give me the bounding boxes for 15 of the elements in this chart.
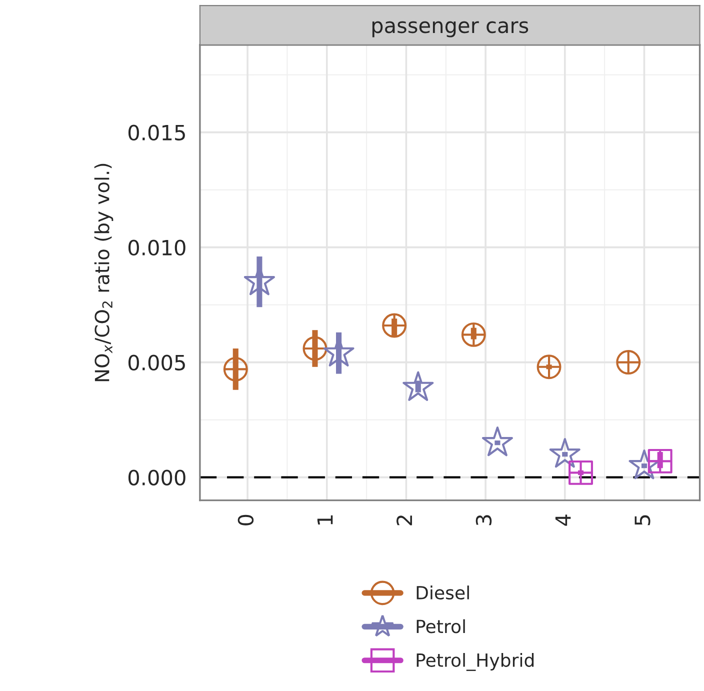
x-tick-label: 1: [317, 515, 333, 524]
chart-title: passenger cars: [372, 21, 528, 38]
y-tick-label: 0.010: [128, 240, 186, 256]
x-tick-label: 3: [476, 515, 492, 526]
legend-label: Petrol: [416, 619, 465, 634]
y-tick-label: 0.000: [128, 470, 186, 486]
legend-label: Petrol_Hybrid: [416, 652, 534, 671]
x-tick-label: 0: [238, 514, 254, 526]
x-tick-label: 4: [555, 514, 571, 526]
x-tick-label: 5: [634, 515, 650, 526]
legend-label: Diesel: [416, 586, 469, 600]
x-tick-label: 2: [396, 516, 412, 526]
y-tick-label: 0.015: [128, 124, 185, 141]
y-tick-label: 0.005: [128, 354, 185, 371]
y-axis-title: NO$_{x}$/CO$_{2}$ ratio (by vol.): [94, 164, 114, 382]
